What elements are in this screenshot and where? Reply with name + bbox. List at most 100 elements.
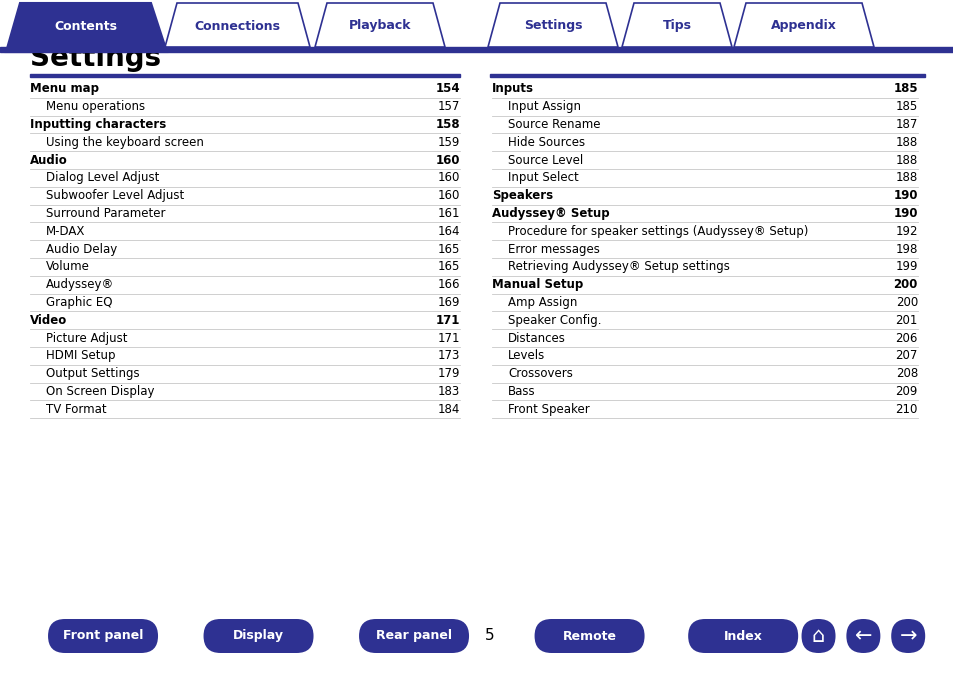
Text: 160: 160 <box>437 189 459 202</box>
Text: 165: 165 <box>437 242 459 256</box>
Text: Speakers: Speakers <box>492 189 553 202</box>
Text: ⌂: ⌂ <box>811 626 824 646</box>
Text: Audyssey®: Audyssey® <box>46 278 114 291</box>
Text: 190: 190 <box>893 189 917 202</box>
FancyBboxPatch shape <box>801 619 835 653</box>
Text: 206: 206 <box>895 332 917 345</box>
Text: 185: 185 <box>892 82 917 96</box>
Text: Source Level: Source Level <box>507 153 582 167</box>
Text: 171: 171 <box>436 314 459 327</box>
Text: 157: 157 <box>437 100 459 113</box>
Text: Front panel: Front panel <box>63 629 143 643</box>
FancyBboxPatch shape <box>890 619 924 653</box>
Text: Settings: Settings <box>523 20 581 32</box>
Text: Source Rename: Source Rename <box>507 118 599 131</box>
Text: Crossovers: Crossovers <box>507 367 572 380</box>
Text: 210: 210 <box>895 403 917 416</box>
Text: 199: 199 <box>895 260 917 273</box>
Polygon shape <box>314 3 444 47</box>
Text: HDMI Setup: HDMI Setup <box>46 349 115 362</box>
Text: 183: 183 <box>437 385 459 398</box>
FancyBboxPatch shape <box>534 619 644 653</box>
Polygon shape <box>621 3 731 47</box>
Text: Input Select: Input Select <box>507 172 578 184</box>
Text: 201: 201 <box>895 314 917 327</box>
Polygon shape <box>165 3 310 47</box>
Text: Remote: Remote <box>562 629 616 643</box>
Polygon shape <box>6 3 167 52</box>
Bar <box>0 47 953 52</box>
Text: 161: 161 <box>437 207 459 220</box>
Text: 190: 190 <box>893 207 917 220</box>
Text: 207: 207 <box>895 349 917 362</box>
Text: 209: 209 <box>895 385 917 398</box>
Text: TV Format: TV Format <box>46 403 107 416</box>
Text: Using the keyboard screen: Using the keyboard screen <box>46 136 204 149</box>
Text: Manual Setup: Manual Setup <box>492 278 582 291</box>
Text: Index: Index <box>723 629 761 643</box>
Text: Tips: Tips <box>661 20 691 32</box>
Text: Audio Delay: Audio Delay <box>46 242 117 256</box>
Text: Amp Assign: Amp Assign <box>507 296 577 309</box>
Text: Speaker Config.: Speaker Config. <box>507 314 601 327</box>
Text: Front Speaker: Front Speaker <box>507 403 589 416</box>
Bar <box>30 74 459 77</box>
Text: Input Assign: Input Assign <box>507 100 580 113</box>
Text: 192: 192 <box>895 225 917 238</box>
FancyBboxPatch shape <box>687 619 798 653</box>
Text: 187: 187 <box>895 118 917 131</box>
Text: Video: Video <box>30 314 67 327</box>
Text: Connections: Connections <box>194 20 280 32</box>
Text: On Screen Display: On Screen Display <box>46 385 154 398</box>
Text: 5: 5 <box>484 629 494 643</box>
Text: 171: 171 <box>437 332 459 345</box>
Text: 179: 179 <box>437 367 459 380</box>
Text: Bass: Bass <box>507 385 535 398</box>
Text: Distances: Distances <box>507 332 565 345</box>
Text: 188: 188 <box>895 153 917 167</box>
Text: 158: 158 <box>435 118 459 131</box>
Text: 169: 169 <box>437 296 459 309</box>
Text: 165: 165 <box>437 260 459 273</box>
Text: Menu operations: Menu operations <box>46 100 145 113</box>
Text: Settings: Settings <box>30 44 161 72</box>
Text: Retrieving Audyssey® Setup settings: Retrieving Audyssey® Setup settings <box>507 260 729 273</box>
FancyBboxPatch shape <box>358 619 469 653</box>
Text: Audio: Audio <box>30 153 68 167</box>
Polygon shape <box>488 3 618 47</box>
Text: 200: 200 <box>895 296 917 309</box>
Text: Contents: Contents <box>54 20 117 32</box>
Text: Surround Parameter: Surround Parameter <box>46 207 165 220</box>
Text: Volume: Volume <box>46 260 90 273</box>
Text: 188: 188 <box>895 136 917 149</box>
Text: →: → <box>899 626 916 646</box>
Text: ←: ← <box>854 626 871 646</box>
Text: Error messages: Error messages <box>507 242 599 256</box>
Text: 159: 159 <box>437 136 459 149</box>
Text: Subwoofer Level Adjust: Subwoofer Level Adjust <box>46 189 184 202</box>
Text: Display: Display <box>233 629 284 643</box>
Text: Inputting characters: Inputting characters <box>30 118 166 131</box>
Text: Dialog Level Adjust: Dialog Level Adjust <box>46 172 159 184</box>
Text: Playback: Playback <box>349 20 411 32</box>
FancyBboxPatch shape <box>48 619 158 653</box>
Text: Output Settings: Output Settings <box>46 367 139 380</box>
Text: 185: 185 <box>895 100 917 113</box>
Text: Hide Sources: Hide Sources <box>507 136 584 149</box>
Text: Menu map: Menu map <box>30 82 99 96</box>
Text: Audyssey® Setup: Audyssey® Setup <box>492 207 609 220</box>
Text: 166: 166 <box>437 278 459 291</box>
FancyBboxPatch shape <box>203 619 314 653</box>
Text: Procedure for speaker settings (Audyssey® Setup): Procedure for speaker settings (Audyssey… <box>507 225 807 238</box>
Text: 173: 173 <box>437 349 459 362</box>
Text: 160: 160 <box>437 172 459 184</box>
Text: 154: 154 <box>435 82 459 96</box>
Text: 188: 188 <box>895 172 917 184</box>
Text: 200: 200 <box>893 278 917 291</box>
Text: Rear panel: Rear panel <box>375 629 452 643</box>
Text: 164: 164 <box>437 225 459 238</box>
Text: 184: 184 <box>437 403 459 416</box>
FancyBboxPatch shape <box>845 619 880 653</box>
Text: 208: 208 <box>895 367 917 380</box>
Text: Levels: Levels <box>507 349 545 362</box>
